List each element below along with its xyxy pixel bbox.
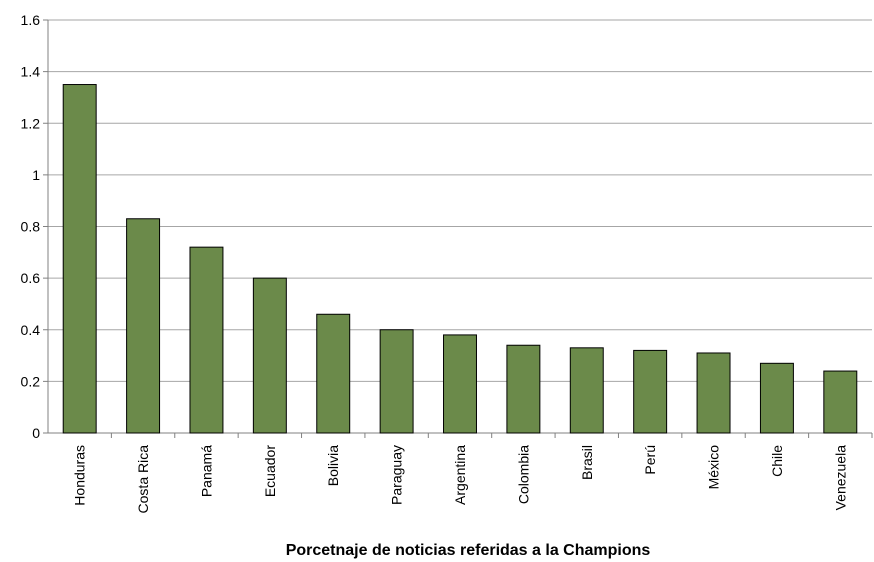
y-tick-label: 0.4	[21, 322, 41, 338]
y-tick-label: 0.8	[21, 219, 41, 235]
x-tick-label: Honduras	[72, 445, 88, 506]
bar	[126, 218, 161, 434]
bar	[569, 347, 604, 434]
bar	[759, 362, 794, 434]
x-tick-label: México	[706, 445, 722, 490]
y-tick-label: 1.6	[21, 12, 41, 28]
bar	[823, 370, 858, 434]
bar	[443, 334, 477, 434]
bar	[379, 329, 414, 434]
x-tick-label: Perú	[642, 445, 658, 475]
y-tick-label: 0.2	[21, 373, 41, 389]
bar	[696, 352, 731, 434]
x-tick-label: Paraguay	[389, 445, 405, 505]
bar	[633, 349, 668, 434]
bar	[62, 84, 97, 434]
x-tick-label: Bolivia	[325, 445, 341, 486]
y-tick-label: 0.6	[21, 270, 41, 286]
y-tick-label: 1.4	[21, 64, 41, 80]
x-axis-title: Porcetnaje de noticias referidas a la Ch…	[286, 542, 651, 559]
x-tick-label: Costa Rica	[135, 445, 151, 514]
x-tick-label: Ecuador	[262, 445, 278, 497]
bar	[252, 277, 287, 434]
x-tick-label: Argentina	[452, 445, 468, 505]
x-tick-label: Venezuela	[832, 445, 848, 511]
bar	[189, 246, 224, 434]
y-tick-label: 0	[32, 425, 40, 441]
bar	[506, 344, 541, 434]
x-tick-label: Colombia	[515, 445, 531, 504]
x-tick-label: Chile	[769, 445, 785, 477]
y-tick-label: 1.2	[21, 115, 41, 131]
x-tick-label: Brasil	[579, 445, 595, 480]
x-tick-label: Panamá	[198, 445, 214, 497]
bar	[316, 313, 351, 434]
y-tick-label: 1	[32, 167, 40, 183]
